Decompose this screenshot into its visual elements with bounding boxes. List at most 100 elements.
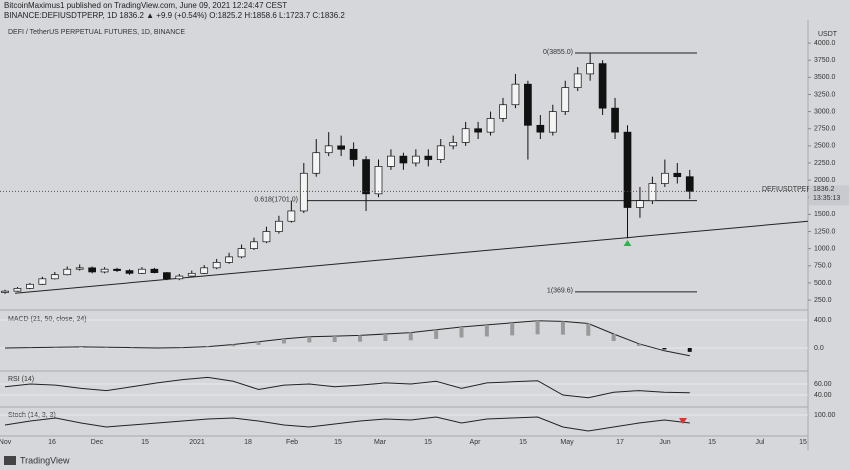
- indicator-tick-label: 40.00: [814, 392, 832, 399]
- candle-body: [1, 290, 9, 293]
- indicator-line: [4, 376, 690, 399]
- candle-body: [38, 278, 47, 285]
- arrow-up: [623, 240, 632, 246]
- y-tick-label: 250.0: [814, 297, 832, 304]
- candle-body: [237, 248, 246, 258]
- candle-body: [337, 145, 345, 150]
- candle-body: [13, 288, 22, 292]
- candle-body: [499, 104, 507, 119]
- candle-body: [387, 155, 395, 167]
- x-tick-label: 15: [424, 439, 432, 446]
- header: BitcoinMaximus1 published on TradingView…: [4, 1, 287, 10]
- candle-body: [50, 274, 59, 280]
- macd-histogram: [560, 321, 565, 335]
- candle-body: [611, 107, 619, 133]
- y-tick-label: 2500.0: [814, 143, 836, 150]
- x-tick-label: 16: [48, 439, 56, 446]
- y-tick-label: 3500.0: [814, 74, 836, 81]
- y-tick-label: 1000.0: [814, 245, 836, 252]
- x-tick-label: Nov: [0, 439, 12, 446]
- candle-body: [636, 200, 644, 208]
- y-tick-label: 1250.0: [814, 228, 836, 235]
- x-tick-label: 15: [334, 439, 342, 446]
- y-tick-label: 1500.0: [814, 211, 836, 218]
- candle-body: [200, 267, 209, 274]
- candle-body: [573, 73, 582, 88]
- candle-body: [287, 210, 296, 222]
- candle-body: [349, 148, 358, 160]
- candle-body: [299, 172, 308, 212]
- candle-body: [449, 142, 458, 147]
- axis-unit: USDT: [818, 31, 838, 38]
- candle-body: [561, 87, 570, 112]
- indicator-label: MACD (21, 50, close, 24): [8, 316, 87, 323]
- fib-label: 1(369.6): [547, 288, 573, 295]
- macd-histogram: [281, 338, 286, 344]
- x-tick-label: 15: [708, 439, 716, 446]
- indicator-line: [4, 416, 690, 432]
- x-tick-label: 18: [244, 439, 252, 446]
- candle-body: [548, 111, 557, 133]
- candle-body: [75, 267, 84, 270]
- x-tick-label: Dec: [91, 439, 104, 446]
- y-tick-label: 500.0: [814, 280, 832, 287]
- macd-histogram: [332, 336, 337, 343]
- chart-title: DEFI / TetherUS PERPETUAL FUTURES, 1D, B…: [8, 29, 185, 36]
- candle-body: [424, 155, 433, 160]
- candle-body: [138, 268, 146, 274]
- x-tick-label: 15: [141, 439, 149, 446]
- candle-body: [88, 267, 97, 273]
- indicator-line: [4, 320, 690, 357]
- candle-body: [474, 128, 482, 133]
- y-tick-label: 3250.0: [814, 91, 836, 98]
- x-tick-label: 2021: [189, 439, 205, 446]
- candle-body: [324, 145, 333, 154]
- symbol-line: BINANCE:DEFIUSDTPERP, 1D 1836.2 ▲ +9.9 (…: [4, 11, 345, 20]
- x-tick-label: Mar: [374, 439, 387, 446]
- candle-body: [100, 268, 109, 273]
- price-tag-value: 1836.2: [813, 186, 835, 193]
- candle-body: [225, 256, 233, 263]
- y-tick-label: 2750.0: [814, 126, 836, 133]
- y-tick-label: 4000.0: [814, 40, 836, 47]
- candle-body: [362, 159, 370, 195]
- macd-histogram: [383, 334, 388, 341]
- trendline: [14, 220, 809, 294]
- y-tick-label: 750.0: [814, 263, 832, 270]
- candle-body: [673, 172, 682, 178]
- candle-body: [536, 124, 545, 133]
- x-tick-label: 17: [616, 439, 624, 446]
- macd-histogram: [205, 346, 210, 348]
- candle-body: [461, 128, 470, 143]
- candle-body: [648, 183, 657, 202]
- candle-body: [524, 83, 532, 126]
- candle-body: [412, 155, 420, 164]
- brand-logo: [4, 456, 16, 465]
- macd-histogram: [256, 341, 261, 345]
- candle-body: [598, 63, 607, 109]
- candle-body: [399, 155, 408, 164]
- candle-body: [125, 270, 134, 274]
- macd-histogram: [637, 343, 642, 346]
- candle-body: [436, 145, 445, 160]
- indicator-tick-label: 400.0: [814, 317, 832, 324]
- candle-body: [212, 262, 221, 269]
- candle-body: [275, 220, 283, 232]
- candle-body: [511, 83, 520, 106]
- price-tag-symbol: DEFIUSDTPERP: [762, 186, 816, 193]
- candle-body: [26, 283, 34, 289]
- indicator-tick-label: 0.0: [814, 345, 824, 352]
- arrow-down: [679, 418, 687, 424]
- indicator-tick-label: 60.00: [814, 381, 832, 388]
- candle-body: [113, 268, 121, 271]
- macd-histogram: [687, 348, 692, 352]
- x-tick-label: Jun: [659, 439, 670, 446]
- x-tick-label: Jul: [756, 439, 765, 446]
- candle-body: [685, 176, 694, 192]
- price-tag-countdown: 13:35:13: [813, 195, 840, 202]
- macd-histogram: [408, 332, 413, 341]
- candle-body: [63, 268, 72, 276]
- x-tick-label: 15: [519, 439, 527, 446]
